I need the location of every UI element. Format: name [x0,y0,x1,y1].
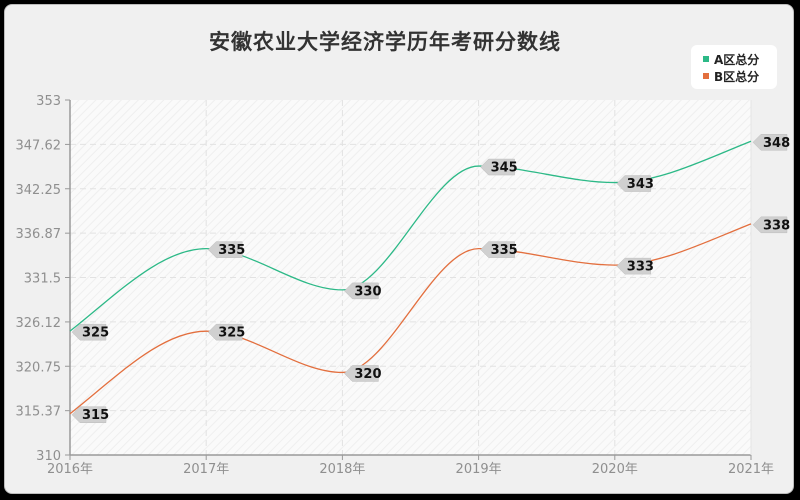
data-label-value: 348 [763,136,790,151]
axes: 353 347.62 342.25 336.87 331.5 326.12 320.75 31… [16,94,775,477]
data-label-value: 320 [354,367,381,382]
legend-label-b: B区总分 [714,70,760,84]
data-label-tag-icon [616,175,652,192]
x-tick-label: 2020年 [592,462,638,477]
legend-label-a: A区总分 [714,53,760,67]
data-label: 335 [207,241,245,258]
data-label-value: 338 [763,218,790,233]
y-tick-label: 347.62 [16,138,62,153]
data-label: 320 [344,365,382,382]
data-label: 338 [752,216,790,234]
data-label-tag-icon [207,323,243,341]
data-label-tag-icon [71,406,107,423]
data-label-tag-icon [480,158,515,176]
x-tick-label: 2017年 [183,462,229,477]
data-label-value: 333 [627,260,654,275]
data-label-tag-icon [480,241,515,258]
x-tick-label: 2018年 [319,462,365,477]
data-label: 335 [480,241,518,258]
grid-lines [70,100,751,455]
data-label-tag-icon [616,257,652,275]
chart-legend: A区总分 B区总分 [691,45,777,89]
x-tick-label: 2019年 [456,462,502,477]
x-tick-label: 2016年 [47,462,93,477]
data-label-value: 343 [627,177,654,192]
x-tick-label: 2021年 [728,462,774,477]
data-label-value: 335 [491,243,518,258]
data-label-tag-icon [344,365,379,382]
data-label: 325 [71,323,109,341]
y-tick-label: 326.12 [16,316,62,331]
data-label: 333 [616,257,654,275]
y-tick-label: 331.5 [24,272,61,287]
data-label-value: 315 [82,408,109,423]
data-label: 315 [71,406,109,423]
data-label-value: 335 [218,243,245,258]
data-label-value: 330 [354,284,381,299]
data-label-tag-icon [71,323,107,341]
data-labels: 325 335 330 345 343 348 315 325 320 335 333 338 [71,134,790,423]
data-label: 330 [344,282,382,300]
chart-title: 安徽农业大学经济学历年考研分数线 [209,30,561,54]
y-tick-label: 342.25 [16,183,62,198]
y-tick-label: 310 [36,449,61,464]
legend-swatch-b-icon [703,73,709,79]
data-label-tag-icon [207,241,243,258]
legend-item-b[interactable]: B区总分 [703,68,759,85]
legend-swatch-a-icon [703,56,709,62]
data-label-value: 325 [218,326,245,341]
data-label: 345 [480,158,518,176]
data-label: 343 [616,175,654,192]
y-tick-label: 336.87 [16,227,62,242]
data-label-value: 325 [82,326,109,341]
data-label-tag-icon [752,216,788,234]
data-label-tag-icon [344,282,379,300]
legend-item-a[interactable]: A区总分 [703,51,759,68]
data-label: 325 [207,323,245,341]
y-tick-label: 320.75 [16,360,62,375]
data-label-tag-icon [752,134,788,151]
data-label-value: 345 [491,161,518,176]
y-tick-label: 353 [36,94,61,109]
data-label: 348 [752,134,790,151]
y-tick-label: 315.37 [16,405,62,420]
